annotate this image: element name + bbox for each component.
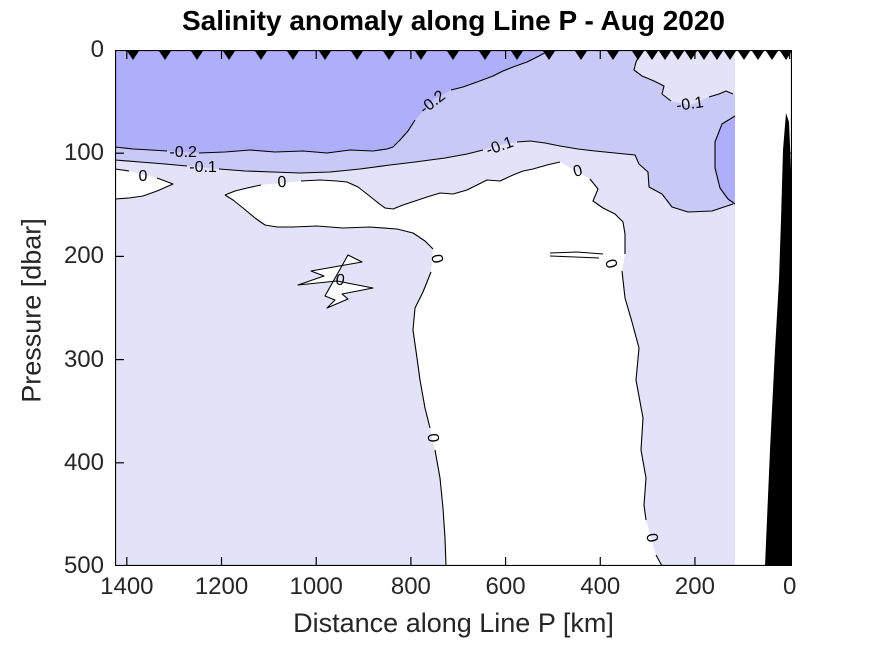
plot-area: [115, 50, 792, 566]
contour-plot-canvas: [115, 50, 792, 566]
x-axis-label: Distance along Line P [km]: [293, 608, 614, 638]
chart-title: Salinity anomaly along Line P - Aug 2020: [181, 5, 726, 36]
contour-lines: [115, 50, 736, 566]
contour-zero-tongue-upper: [224, 161, 663, 566]
station-marker-triangle: [159, 51, 172, 60]
station-marker-triangle: [319, 51, 332, 60]
contour-zero-sliver: [549, 251, 604, 259]
station-marker-triangle: [723, 51, 736, 60]
x-tick-label: 800: [390, 573, 431, 600]
fill-band-light-topright: [634, 50, 735, 105]
station-marker-triangle: [766, 51, 779, 60]
station-marker-triangle: [751, 51, 764, 60]
station-marker-triangle: [779, 51, 792, 60]
contour-neg01-upper-right: [633, 50, 734, 102]
x-tick-label: 1200: [194, 573, 249, 600]
station-marker-triangle: [671, 51, 684, 60]
station-marker-triangle: [697, 51, 710, 60]
x-tick-label: 0: [782, 573, 797, 600]
y-tick-label: 0: [90, 36, 104, 63]
station-marker-triangle: [632, 51, 645, 60]
contour-neg02-main: [115, 50, 551, 154]
station-marker-triangle: [607, 51, 620, 60]
station-marker-triangle: [287, 51, 299, 60]
y-tick-label: 100: [63, 139, 104, 167]
station-marker-triangle: [543, 51, 556, 60]
station-marker-triangle: [350, 51, 363, 60]
station-marker-triangle: [510, 51, 523, 60]
station-marker-triangle: [659, 51, 672, 60]
fill-positive-zigzag-pocket: [297, 254, 374, 309]
y-tick-label: 400: [63, 448, 104, 476]
station-marker-triangle: [447, 51, 460, 60]
contour-zero-tongue-lower: [224, 194, 447, 566]
x-tick-label: 1000: [289, 573, 343, 600]
y-axis-label: Pressure [dbar]: [16, 218, 47, 403]
station-marker-triangle: [190, 51, 203, 60]
contour-neg01-main: [115, 140, 734, 213]
station-marker-triangle: [685, 51, 698, 60]
x-tick-label: 600: [485, 573, 526, 600]
station-marker-triangle: [254, 51, 267, 60]
station-marker-triangle: [126, 51, 139, 60]
contour-label: -0.1: [189, 158, 217, 176]
station-marker-triangle: [479, 51, 492, 60]
contour-label: -0.1: [675, 93, 705, 115]
fill-positive-tongue: [225, 162, 662, 566]
station-marker-triangle: [711, 51, 724, 60]
station-marker-triangle: [574, 51, 587, 60]
fill-band-dark: [115, 50, 550, 153]
contour-label: 0: [423, 432, 442, 444]
station-marker-triangle: [383, 51, 396, 60]
bathymetry-land-mask: [765, 113, 792, 566]
x-tick-label: 400: [580, 573, 621, 600]
fill-positive-lens: [115, 169, 173, 199]
contour-label: -0.2: [169, 144, 197, 162]
station-marker-triangle: [645, 51, 658, 60]
contour-label: 0: [277, 173, 287, 192]
y-tick-label: 200: [63, 242, 104, 270]
station-marker-triangle: [738, 51, 751, 60]
contour-neg02-pocket: [714, 115, 736, 205]
station-marker-triangle: [414, 51, 427, 60]
station-marker-triangle: [223, 51, 236, 60]
y-tick-label: 300: [63, 345, 104, 373]
axes-box: [115, 50, 792, 566]
fill-band-dark-pocket: [715, 116, 735, 204]
contour-label: 0: [138, 167, 148, 185]
contour-zero-lens: [115, 168, 174, 200]
x-tick-label: 200: [674, 573, 715, 600]
x-tick-label: 1400: [100, 573, 154, 600]
y-tick-label: 500: [63, 552, 104, 579]
